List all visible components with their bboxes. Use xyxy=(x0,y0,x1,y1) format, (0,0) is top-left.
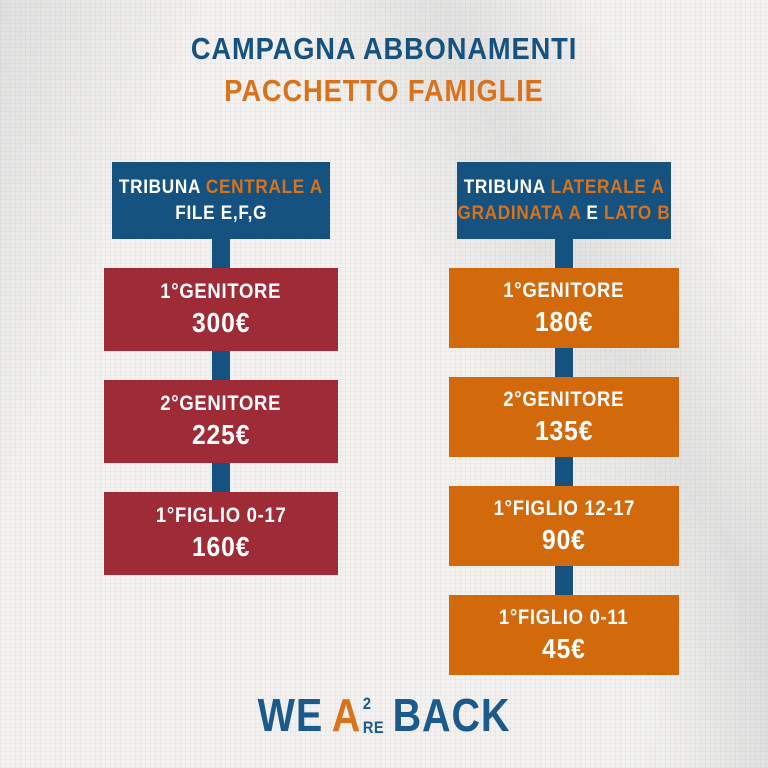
tier-box: 1°GENITORE 180€ xyxy=(449,268,679,348)
column-tribuna-centrale: TRIBUNA CENTRALE A FILE E,F,G 1°GENITORE… xyxy=(104,162,338,575)
tier-label: 1°GENITORE xyxy=(160,280,282,303)
column-header-tribuna-centrale: TRIBUNA CENTRALE A FILE E,F,G xyxy=(112,162,330,239)
tier-price: 225€ xyxy=(191,419,251,450)
logo-sup-2: 2 xyxy=(362,694,372,713)
logo-we: WE xyxy=(257,688,324,741)
wearback-logo: WE A 2 RE BACK xyxy=(54,688,714,741)
column-connector xyxy=(212,212,230,535)
logo-re: RE xyxy=(362,718,385,737)
tier-box: 1°FIGLIO 12-17 90€ xyxy=(449,486,679,566)
tier-price: 135€ xyxy=(534,414,594,446)
column-header-tribuna-laterale: TRIBUNA LATERALE A GRADINATA A E LATO B xyxy=(457,162,671,239)
tier-box: 1°FIGLIO 0-17 160€ xyxy=(104,492,338,575)
logo-back: BACK xyxy=(392,688,511,741)
tier-label: 2°GENITORE xyxy=(160,392,282,415)
tier-price: 300€ xyxy=(191,307,251,338)
page-title: CAMPAGNA ABBONAMENTI xyxy=(190,31,578,66)
tier-label: 2°GENITORE xyxy=(503,387,625,411)
column-tribuna-laterale: TRIBUNA LATERALE A GRADINATA A E LATO B … xyxy=(449,162,679,675)
tier-price: 45€ xyxy=(542,632,586,664)
header-line-1: TRIBUNA LATERALE A xyxy=(464,175,665,200)
header-line-1: TRIBUNA CENTRALE A xyxy=(119,175,323,200)
header-segment: FILE E,F,G xyxy=(175,201,267,224)
tier-box: 1°FIGLIO 0-11 45€ xyxy=(449,595,679,675)
title-block: CAMPAGNA ABBONAMENTI PACCHETTO FAMIGLIE xyxy=(0,32,768,108)
header-line-2: FILE E,F,G xyxy=(175,201,267,226)
header-line-2: GRADINATA A E LATO B xyxy=(457,201,670,226)
header-segment: GRADINATA A xyxy=(457,201,587,224)
logo-stack: 2 RE xyxy=(363,695,384,736)
tier-price: 90€ xyxy=(542,523,586,555)
tier-label: 1°FIGLIO 0-11 xyxy=(499,605,629,629)
header-segment: LATERALE A xyxy=(550,176,665,199)
tier-label: 1°FIGLIO 12-17 xyxy=(493,496,635,520)
tier-price: 180€ xyxy=(534,305,594,337)
logo-a: A xyxy=(331,688,362,741)
tier-box: 2°GENITORE 135€ xyxy=(449,377,679,457)
tier-box: 1°GENITORE 300€ xyxy=(104,268,338,351)
tier-label: 1°GENITORE xyxy=(503,278,625,302)
header-segment: TRIBUNA xyxy=(119,176,206,199)
tier-box: 2°GENITORE 225€ xyxy=(104,380,338,463)
page-subtitle: PACCHETTO FAMIGLIE xyxy=(224,73,544,109)
header-segment: LATO B xyxy=(598,201,671,224)
header-segment: E xyxy=(586,201,599,224)
header-segment: TRIBUNA xyxy=(463,176,551,199)
tier-label: 1°FIGLIO 0-17 xyxy=(155,504,287,527)
tier-price: 160€ xyxy=(191,531,251,562)
header-segment: CENTRALE A xyxy=(205,176,323,199)
